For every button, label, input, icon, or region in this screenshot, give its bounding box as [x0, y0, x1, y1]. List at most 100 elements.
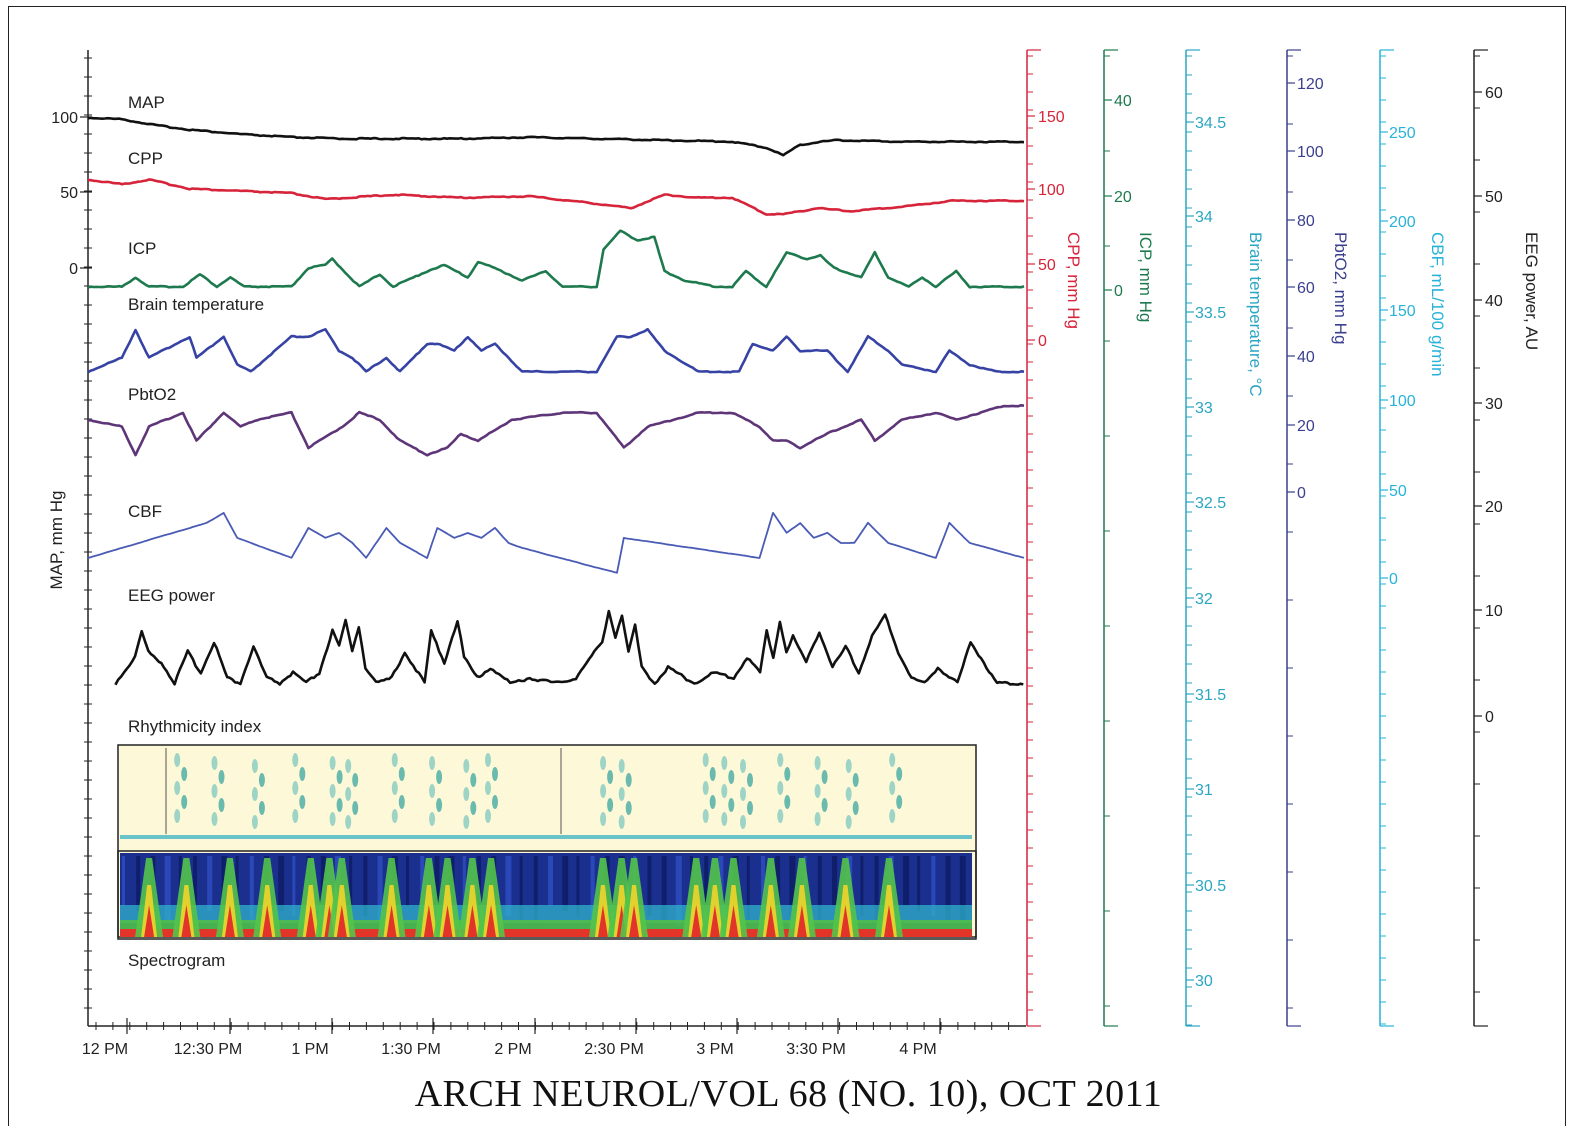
- right-axis-eeg: 60 50 40 30 20 10 0 EEG power, AU: [1473, 49, 1541, 1027]
- spectrogram-streak: [562, 856, 569, 911]
- x-axis-tick-label: 2:30 PM: [584, 1041, 644, 1058]
- rhythmicity-mark: [391, 809, 398, 823]
- spectrogram-burst-peak: [224, 905, 235, 937]
- rhythmicity-mark: [336, 798, 343, 812]
- spectrogram-band-red: [120, 929, 972, 937]
- rhythmicity-mark: [463, 787, 470, 801]
- rhythmicity-mark: [345, 815, 352, 829]
- spectrogram-burst-peak: [467, 905, 478, 937]
- spectrogram-streak: [349, 856, 353, 911]
- rhythmicity-mark: [740, 759, 746, 773]
- spectrogram-streak: [420, 856, 425, 911]
- series-line: [87, 229, 1025, 289]
- rhythmicity-mark: [463, 815, 470, 829]
- right-axis-tick-label: 10: [1485, 603, 1503, 620]
- x-axis-tick-label: 12:30 PM: [174, 1041, 242, 1058]
- rhythmicity-mark: [845, 787, 852, 801]
- rhythmicity-mark: [299, 767, 306, 781]
- spectrogram-streak: [548, 856, 553, 906]
- right-axis-title: Brain temperature, °C: [1246, 232, 1265, 397]
- rhythmicity-mark: [299, 795, 306, 809]
- rhythmicity-mark: [329, 784, 336, 798]
- rhythmicity-mark: [174, 753, 181, 767]
- rhythmicity-mark: [889, 809, 896, 823]
- right-axis-tick-label: 20: [1485, 499, 1503, 516]
- rhythmicity-mark: [211, 812, 218, 826]
- spectrogram-streak: [207, 856, 213, 911]
- rhythmicity-mark: [777, 753, 784, 767]
- spectrogram-streak: [789, 856, 796, 916]
- spectrogram-streak: [945, 856, 951, 921]
- left-axis-tick-label: 100: [51, 110, 78, 127]
- rhythmicity-mark: [618, 815, 625, 829]
- spectrogram-streak: [477, 856, 481, 906]
- rhythmicity-mark: [181, 795, 188, 809]
- spectrogram-streak: [278, 856, 285, 911]
- rhythmicity-mark: [821, 770, 828, 784]
- rhythmicity-mark: [747, 773, 753, 787]
- rhythmicity-mark: [391, 781, 398, 795]
- right-axis-tick-label: 0: [1389, 571, 1398, 588]
- right-axis-tick-label: 150: [1389, 303, 1416, 320]
- right-axis-tick-label: 30: [1485, 396, 1503, 413]
- right-axis-tick-label: 0: [1114, 283, 1123, 300]
- rhythmicity-mark: [211, 756, 218, 770]
- spectrogram-streak: [704, 856, 709, 911]
- right-axis-tick-label: 33: [1195, 400, 1213, 417]
- right-axis-tick-label: 100: [1038, 182, 1065, 199]
- rhythmicity-mark: [814, 784, 821, 798]
- rhythmicity-mark: [889, 753, 896, 767]
- spectrogram-burst-peak: [262, 905, 273, 937]
- rhythmicity-mark: [485, 753, 491, 767]
- rhythmicity-mark: [352, 801, 359, 815]
- spectrogram-burst-peak: [765, 905, 776, 937]
- right-axis-tick-label: 0: [1485, 709, 1494, 726]
- spectrogram-streak: [249, 856, 254, 926]
- right-axis-tick-label: 30.5: [1195, 878, 1226, 895]
- rhythmicity-mark: [600, 812, 607, 826]
- spectrogram-streak: [860, 856, 864, 916]
- right-axis-tick-label: 150: [1038, 109, 1065, 126]
- spectrogram-burst-peak: [883, 905, 894, 937]
- series-line: [87, 327, 1025, 374]
- right-axis-tick-label: 34: [1195, 209, 1213, 226]
- right-axis-tick-label: 40: [1297, 349, 1315, 366]
- series-label: EEG power: [128, 586, 215, 605]
- rhythmicity-mark: [728, 770, 735, 784]
- rhythmicity-mark: [821, 798, 828, 812]
- series-line: [87, 116, 1025, 157]
- series-pbto2: PbtO2: [88, 385, 1025, 457]
- series-label: PbtO2: [128, 385, 176, 404]
- series-map: MAP: [87, 93, 1025, 157]
- rhythmicity-mark: [492, 795, 498, 809]
- spectrogram-streak: [576, 856, 580, 916]
- series-label: MAP: [128, 93, 165, 112]
- spectrogram-streak: [136, 856, 141, 911]
- left-axis-title: MAP, mm Hg: [47, 491, 66, 590]
- right-axis-tick-label: 31: [1195, 782, 1213, 799]
- spectrogram-burst-peak: [423, 905, 434, 937]
- spectrogram-frame: [117, 850, 977, 940]
- rhythmicity-mark: [218, 770, 225, 784]
- spectrogram-burst-peak: [629, 905, 640, 937]
- rhythmicity-mark: [702, 809, 709, 823]
- x-axis-tick-label: 12 PM: [82, 1041, 128, 1058]
- spectrogram-streak: [164, 856, 171, 921]
- rhythmicity-mark: [600, 756, 607, 770]
- right-axis-tick-label: 20: [1297, 418, 1315, 435]
- x-axis-tick-label: 1:30 PM: [381, 1041, 441, 1058]
- spectrogram-burst-peak: [840, 905, 851, 937]
- spectrogram-label: Spectrogram: [128, 951, 225, 970]
- x-axis-tick-label: 2 PM: [494, 1041, 531, 1058]
- rhythmicity-mark: [258, 801, 265, 815]
- right-axis-tick-label: 80: [1297, 213, 1315, 230]
- spectrogram-streak: [817, 856, 822, 926]
- rhythmicity-mark: [436, 798, 443, 812]
- right-axis-tick-label: 40: [1485, 293, 1503, 310]
- spectrogram-burst-peak: [728, 905, 739, 937]
- spectrogram-streak: [675, 856, 682, 926]
- right-axis-title: CBF, mL/100 g/min: [1428, 232, 1447, 377]
- rhythmicity-mark: [625, 801, 632, 815]
- rhythmicity-mark: [607, 798, 614, 812]
- spectrogram-burst-peak: [486, 905, 497, 937]
